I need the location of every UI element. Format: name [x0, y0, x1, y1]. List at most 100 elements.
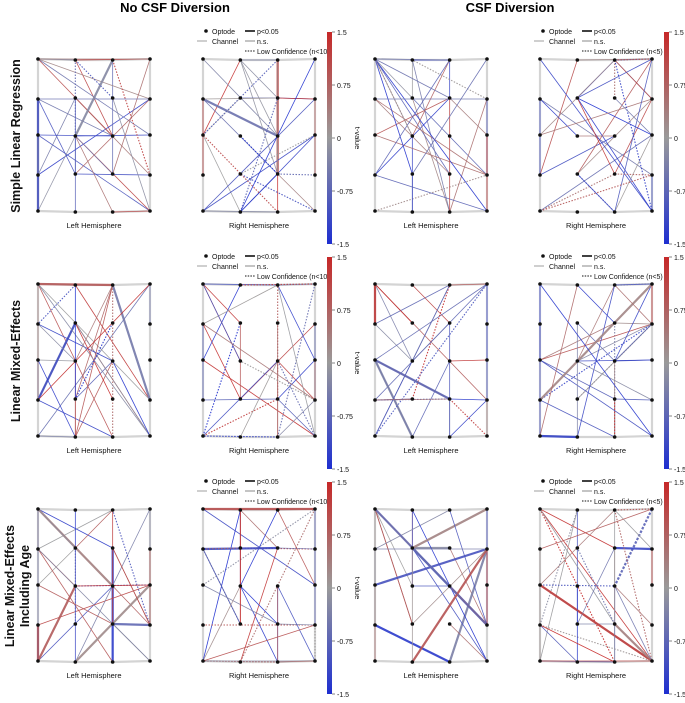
colorbar-tick-label: 0 — [337, 136, 341, 143]
right-hemisphere-label: Right Hemisphere — [229, 671, 289, 680]
optode-dot — [73, 283, 78, 287]
connection-line — [202, 509, 241, 662]
connection-line — [277, 360, 316, 401]
optode-dot — [110, 435, 115, 439]
optode-dot — [612, 397, 617, 401]
optode-dot — [110, 622, 115, 626]
optode-dot — [485, 583, 489, 587]
optode-dot — [148, 173, 152, 177]
channel-frame-line — [37, 507, 76, 512]
optode-dot — [612, 172, 617, 176]
optode-dot — [201, 209, 205, 213]
optode-dot — [201, 547, 205, 551]
connection-line — [449, 98, 488, 213]
optode-dot — [373, 358, 377, 362]
connection-line — [539, 173, 615, 212]
colorbar-tick-label: 0 — [674, 586, 678, 593]
connection-line — [614, 398, 653, 401]
channel-frame-line — [449, 57, 488, 62]
optode-dot — [110, 321, 115, 325]
optode-dot — [148, 623, 152, 627]
channel-frame-line — [449, 507, 488, 512]
legend-channel-label: Channel — [212, 489, 239, 496]
colorbar — [327, 32, 332, 244]
optode-dot — [538, 583, 542, 587]
connection-line — [539, 98, 653, 136]
optode-dot — [313, 209, 317, 213]
optode-dot — [410, 584, 415, 588]
legend-optode-dot — [541, 254, 545, 258]
colorbar-tick-label: 1.5 — [674, 30, 684, 37]
connection-line — [576, 284, 616, 362]
optode-dot — [575, 172, 580, 176]
optode-dot — [148, 434, 152, 438]
optode-dot — [410, 660, 415, 664]
right-hemisphere-label: Right Hemisphere — [229, 446, 289, 455]
connection-line — [37, 323, 76, 362]
optode-dot — [201, 398, 205, 402]
connection-line — [614, 283, 653, 362]
connection-line — [614, 323, 653, 362]
optode-dot — [612, 584, 617, 588]
connection-line — [277, 623, 316, 626]
optode-dot — [313, 398, 317, 402]
colorbar-tick-label: -0.75 — [674, 639, 685, 646]
network-panel: Right Hemisphere Optode p<0.05 Channel n.s. L… — [197, 29, 362, 249]
channel-frame-line — [539, 507, 578, 512]
legend-channel-label: Channel — [212, 264, 239, 271]
connection-line — [614, 546, 653, 551]
optode-dot — [373, 282, 377, 286]
connection-line — [240, 173, 316, 212]
legend-ns-label: n.s. — [594, 264, 605, 271]
connection-line — [539, 624, 578, 663]
optode-dot — [650, 659, 654, 663]
connection-line — [539, 283, 653, 437]
optode-dot — [275, 397, 280, 401]
optode-dot — [148, 57, 152, 61]
optode-dot — [612, 134, 617, 138]
optode-dot — [650, 173, 654, 177]
connection-line — [37, 584, 113, 625]
optode-dot — [148, 507, 152, 511]
optode-dot — [36, 434, 40, 438]
colorbar-label: t-value — [353, 127, 362, 150]
optode-dot — [575, 546, 580, 550]
connection-line — [412, 322, 450, 362]
connection-line — [576, 284, 616, 438]
connection-line — [112, 509, 151, 626]
connection-line — [75, 360, 113, 400]
connection-line — [202, 323, 241, 400]
connection-line — [614, 58, 653, 213]
connection-line — [614, 59, 653, 212]
network-panel: Left Hemisphere — [373, 282, 489, 455]
legend-low-confidence-label: Low Confidence (n<5) — [594, 499, 663, 506]
connection-line — [613, 508, 653, 587]
connection-line — [374, 283, 488, 437]
colorbar-tick-label: 1.5 — [337, 30, 347, 37]
connection-line — [202, 59, 279, 136]
optode-dot — [373, 322, 377, 326]
legend-optode-label: Optode — [549, 254, 572, 261]
connection-line — [374, 508, 413, 587]
optode-dot — [238, 172, 243, 176]
optode-dot — [313, 97, 317, 101]
connection-line — [202, 548, 241, 625]
legend-optode-label: Optode — [549, 29, 572, 36]
connection-line — [277, 284, 316, 361]
optode-dot — [650, 133, 654, 137]
optode-dot — [201, 97, 205, 101]
optode-dot — [612, 96, 617, 100]
connection-line — [614, 58, 653, 61]
optode-dot — [575, 58, 580, 62]
connection-line — [449, 547, 488, 626]
colorbar-label: t-value — [353, 577, 362, 600]
connection-line — [411, 59, 451, 213]
connection-line — [539, 508, 653, 550]
optode-dot — [73, 584, 78, 588]
optode-dot — [148, 398, 152, 402]
optode-dot — [373, 398, 377, 402]
optode-dot — [373, 57, 377, 61]
connection-line — [240, 360, 316, 401]
connection-line — [576, 97, 653, 212]
optode-dot — [73, 172, 78, 176]
